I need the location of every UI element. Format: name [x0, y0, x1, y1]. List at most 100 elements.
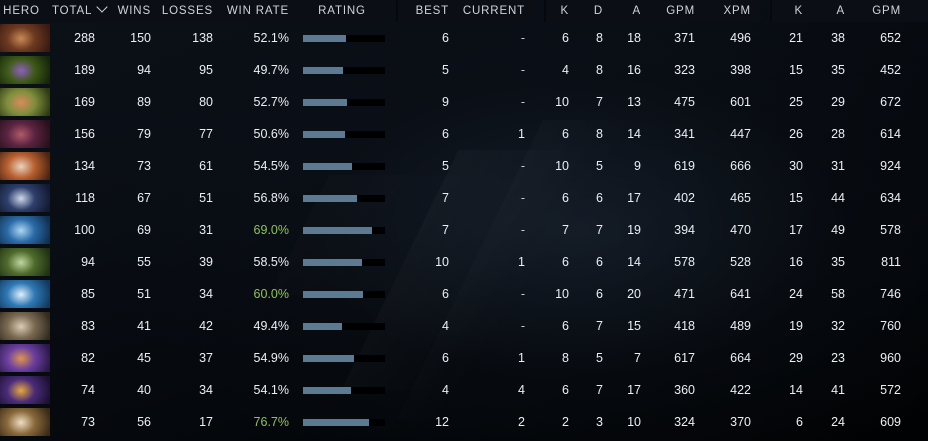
rating-bar-track [303, 290, 385, 298]
cell-losses: 95 [199, 63, 213, 77]
row-group-gap-1 [386, 86, 396, 118]
column-header-best-a[interactable]: A [812, 0, 854, 22]
cell-avg-gpm: 619 [674, 159, 695, 173]
table-row[interactable]: 73 56 17 76.7% 12 2 2 3 10 324 370 6 24 609 622 [0, 406, 928, 438]
column-header-avg-k[interactable]: K [544, 0, 578, 22]
column-header-rating[interactable]: RATING [298, 0, 386, 22]
row-group-gap-2 [534, 278, 544, 310]
cell-losses: 34 [199, 383, 213, 397]
column-header-current-streak[interactable]: CURRENT [458, 0, 534, 22]
cell-avg-xpm: 528 [730, 255, 751, 269]
cell-current-streak: 4 [518, 383, 525, 397]
cell-avg-xpm: 470 [730, 223, 751, 237]
cell-avg-xpm: 664 [730, 351, 751, 365]
cell-avg-xpm: 601 [730, 95, 751, 109]
column-header-best-xpm[interactable]: XPM [910, 0, 928, 22]
table-row[interactable]: 189 94 95 49.7% 5 - 4 8 16 323 398 15 35 452 670 [0, 54, 928, 86]
column-header-avg-d[interactable]: D [578, 0, 612, 22]
cell-wins: 45 [137, 351, 151, 365]
cell-best-xpm: 919 [910, 150, 928, 182]
column-header-best-streak[interactable]: BEST [396, 0, 458, 22]
hero-portrait-icon [0, 56, 50, 84]
row-group-gap-1 [386, 406, 396, 438]
cell-best-a: 24 [831, 415, 845, 429]
hero-cell[interactable] [0, 22, 52, 54]
hero-portrait-icon [0, 152, 50, 180]
cell-win-rate: 49.7% [253, 63, 289, 77]
column-header-avg-a[interactable]: A [612, 0, 650, 22]
table-row[interactable]: 118 67 51 56.8% 7 - 6 6 17 402 465 15 44 634 719 [0, 182, 928, 214]
cell-current-streak: - [520, 95, 525, 109]
cell-avg-xpm: 422 [730, 383, 751, 397]
cell-avg-gpm: 324 [674, 415, 695, 429]
cell-win-rate: 49.4% [253, 319, 289, 333]
rating-bar-track [303, 98, 385, 106]
hero-cell[interactable] [0, 246, 52, 278]
column-header-avg-xpm[interactable]: XPM [704, 0, 760, 22]
hero-cell[interactable] [0, 54, 52, 86]
column-header-losses[interactable]: LOSSES [160, 0, 222, 22]
cell-win-rate: 58.5% [253, 255, 289, 269]
table-row[interactable]: 156 79 77 50.6% 6 1 6 8 14 341 447 26 28 614 771 [0, 118, 928, 150]
cell-wins: 94 [137, 63, 151, 77]
cell-rating [298, 118, 386, 150]
table-header: HERO TOTAL WINS LOSSES WIN RATE RATING [0, 0, 928, 22]
hero-cell[interactable] [0, 214, 52, 246]
column-header-win-rate[interactable]: WIN RATE [222, 0, 298, 22]
cell-avg-a: 10 [627, 415, 641, 429]
cell-avg-xpm: 496 [730, 31, 751, 45]
column-header-total[interactable]: TOTAL [52, 0, 108, 22]
rating-bar-fill [303, 226, 372, 234]
cell-losses: 17 [199, 415, 213, 429]
cell-best-a: 58 [831, 287, 845, 301]
row-group-gap-3 [760, 374, 770, 406]
cell-rating [298, 310, 386, 342]
cell-losses: 31 [199, 223, 213, 237]
column-header-best-k[interactable]: K [770, 0, 812, 22]
table-row[interactable]: 288 150 138 52.1% 6 - 6 8 18 371 496 21 38 652 796 [0, 22, 928, 54]
cell-rating [298, 342, 386, 374]
rating-bar-fill [303, 386, 351, 394]
table-row[interactable]: 134 73 61 54.5% 5 - 10 5 9 619 666 30 31 924 919 [0, 150, 928, 182]
cell-best-xpm: 796 [910, 22, 928, 54]
cell-rating [298, 54, 386, 86]
hero-cell[interactable] [0, 118, 52, 150]
cell-best-gpm: 572 [880, 383, 901, 397]
cell-best-gpm: 672 [880, 95, 901, 109]
column-header-avg-gpm[interactable]: GPM [650, 0, 704, 22]
hero-cell[interactable] [0, 406, 52, 438]
column-header-hero[interactable]: HERO [0, 0, 52, 22]
hero-cell[interactable] [0, 86, 52, 118]
cell-best-k: 21 [789, 31, 803, 45]
hero-cell[interactable] [0, 310, 52, 342]
hero-cell[interactable] [0, 342, 52, 374]
column-header-best-gpm[interactable]: GPM [854, 0, 910, 22]
hero-cell[interactable] [0, 374, 52, 406]
cell-wins: 55 [137, 255, 151, 269]
cell-total: 134 [74, 159, 95, 173]
cell-best-gpm: 924 [880, 159, 901, 173]
cell-best-a: 23 [831, 351, 845, 365]
cell-total: 94 [81, 255, 95, 269]
hero-cell[interactable] [0, 278, 52, 310]
cell-best-k: 30 [789, 159, 803, 173]
row-group-gap-2 [534, 54, 544, 86]
table-row[interactable]: 83 41 42 49.4% 4 - 6 7 15 418 489 19 32 760 777 [0, 310, 928, 342]
table-row[interactable]: 82 45 37 54.9% 6 1 8 5 7 617 664 29 23 960 1004 [0, 342, 928, 374]
cell-best-streak: 5 [442, 63, 449, 77]
cell-best-xpm: 622 [910, 406, 928, 438]
table-row[interactable]: 74 40 34 54.1% 4 4 6 7 17 360 422 14 41 572 688 [0, 374, 928, 406]
row-group-gap-2 [534, 22, 544, 54]
hero-cell[interactable] [0, 150, 52, 182]
column-header-wins[interactable]: WINS [104, 0, 160, 22]
table-row[interactable]: 85 51 34 60.0% 6 - 10 6 20 471 641 24 58 746 994 [0, 278, 928, 310]
rating-bar-track [303, 354, 385, 362]
cell-current-streak: - [520, 31, 525, 45]
cell-avg-d: 5 [596, 159, 603, 173]
table-row[interactable]: 100 69 31 69.0% 7 - 7 7 19 394 470 17 49 578 775 [0, 214, 928, 246]
table-row[interactable]: 169 89 80 52.7% 9 - 10 7 13 475 601 25 29 672 977 [0, 86, 928, 118]
row-group-gap-2 [534, 406, 544, 438]
hero-cell[interactable] [0, 182, 52, 214]
cell-avg-k: 8 [562, 351, 569, 365]
